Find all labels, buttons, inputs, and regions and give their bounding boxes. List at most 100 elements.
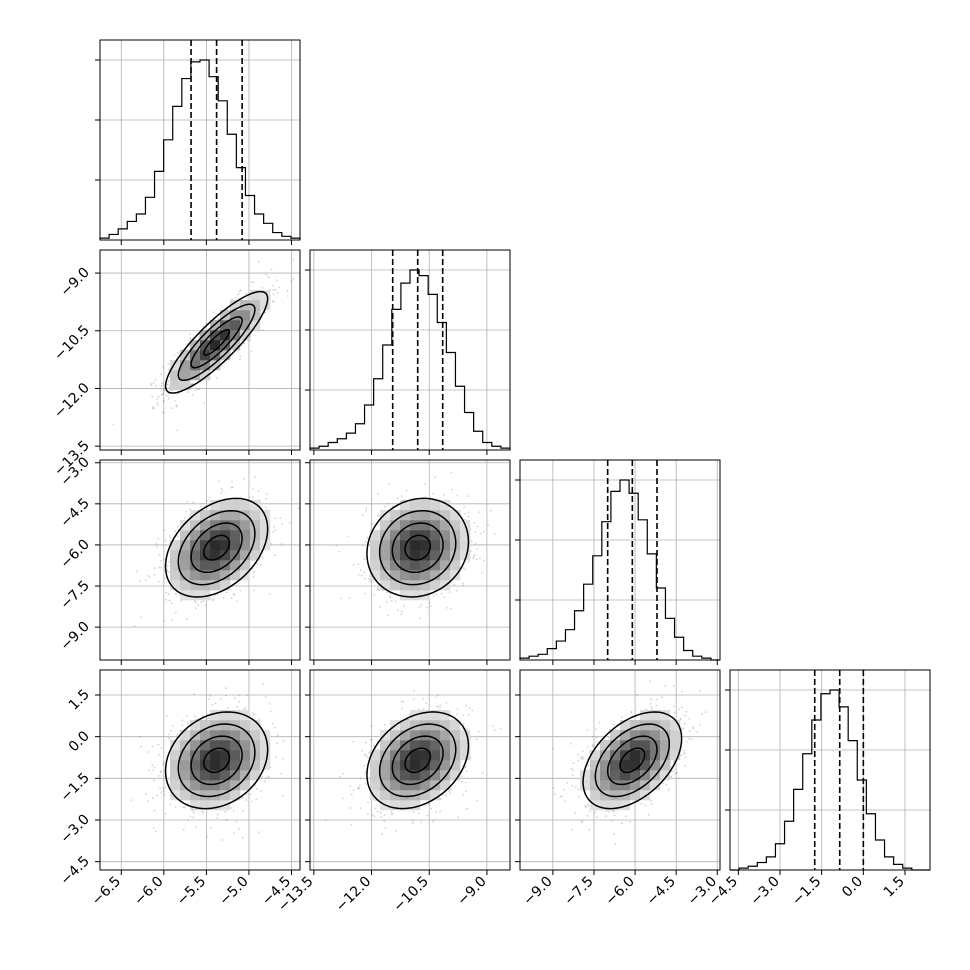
scatter-point xyxy=(250,350,253,353)
x-tick-label: −6.5 xyxy=(89,874,124,909)
density-cell xyxy=(210,350,221,361)
scatter-point xyxy=(359,807,362,809)
density-cell xyxy=(190,790,201,801)
scatter-point xyxy=(209,826,212,829)
scatter-point xyxy=(235,820,238,823)
density-cell xyxy=(220,580,231,591)
scatter-point xyxy=(242,810,244,812)
scatter-point xyxy=(169,534,171,537)
scatter-point xyxy=(437,705,439,707)
scatter-point xyxy=(494,729,496,731)
density-cell xyxy=(200,520,211,531)
scatter-point xyxy=(363,753,366,756)
scatter-point xyxy=(189,815,192,818)
density-cell xyxy=(200,540,211,551)
scatter-point xyxy=(400,613,402,616)
scatter-point xyxy=(185,618,188,620)
scatter-point xyxy=(467,713,470,716)
scatter-point xyxy=(272,531,275,533)
scatter-point xyxy=(168,599,171,602)
scatter-point xyxy=(272,293,275,296)
density-cell xyxy=(220,790,231,801)
scatter-point xyxy=(157,743,160,746)
density-cell xyxy=(190,750,201,761)
scatter-point xyxy=(187,802,189,805)
scatter-point xyxy=(160,771,162,773)
scatter-point xyxy=(224,810,227,813)
y-tick-label: −10.5 xyxy=(51,322,93,364)
density-cell xyxy=(370,570,381,581)
scatter-point xyxy=(160,384,163,387)
scatter-point xyxy=(168,737,170,739)
panel-frame xyxy=(99,39,301,241)
density-cell xyxy=(240,550,251,561)
scatter-point xyxy=(456,708,459,711)
scatter-point xyxy=(241,836,244,839)
density-cell xyxy=(180,540,191,551)
scatter-point xyxy=(148,576,151,579)
scatter-point xyxy=(456,713,459,716)
scatter-point xyxy=(466,728,468,730)
density-cell xyxy=(390,520,401,531)
density-cell xyxy=(230,770,241,781)
density-cell xyxy=(190,760,201,771)
contour-line xyxy=(190,522,243,574)
scatter-point xyxy=(160,393,163,396)
scatter-point xyxy=(225,819,227,821)
density-cell xyxy=(400,560,411,571)
scatter-point xyxy=(151,764,154,766)
scatter-point xyxy=(434,476,437,479)
scatter-point xyxy=(156,546,158,549)
histogram-step xyxy=(519,479,720,661)
scatter-point xyxy=(260,563,262,566)
scatter-point xyxy=(419,617,421,620)
scatter-point xyxy=(257,490,260,492)
scatter-point xyxy=(221,489,224,492)
scatter-point xyxy=(162,761,165,763)
scatter-point xyxy=(270,268,273,271)
scatter-point xyxy=(357,563,360,565)
panel-frame xyxy=(99,459,301,661)
density-cell xyxy=(220,540,231,551)
histogram-panel-3: −4.5 −3.0 −1.5 0.0 1.5 xyxy=(706,669,931,909)
density-cell xyxy=(200,550,211,561)
scatter-point xyxy=(342,773,345,775)
density-cell xyxy=(230,740,241,751)
density-cell xyxy=(180,350,191,361)
scatter-point xyxy=(160,791,163,794)
scatter-point xyxy=(276,291,279,294)
scatter-point xyxy=(363,571,366,573)
scatter-point xyxy=(434,696,437,699)
density-cell xyxy=(430,560,441,571)
density-cell xyxy=(180,370,191,381)
density-cell xyxy=(190,740,201,751)
density-cell xyxy=(210,340,221,351)
scatter-point xyxy=(260,312,262,315)
scatter-point xyxy=(152,769,154,772)
scatter-point xyxy=(216,817,219,819)
scatter-point xyxy=(473,554,476,556)
density-cell xyxy=(400,520,411,531)
scatter-point xyxy=(157,403,160,406)
scatter-point xyxy=(400,610,403,613)
scatter-point xyxy=(376,588,379,590)
scatter-point xyxy=(493,533,496,536)
scatter-point xyxy=(206,500,208,502)
scatter-point xyxy=(348,597,351,599)
density-cell xyxy=(210,330,221,341)
scatter-point xyxy=(250,281,253,284)
density-cell xyxy=(220,340,231,351)
scatter-point xyxy=(455,589,458,592)
density-cell xyxy=(240,520,251,531)
density-cell xyxy=(210,740,221,751)
density-cell xyxy=(210,530,221,541)
scatter-point xyxy=(265,273,267,276)
scatter-point xyxy=(335,544,338,547)
scatter-point xyxy=(182,828,185,831)
scatter-point xyxy=(191,394,194,397)
histogram-panel-1 xyxy=(305,249,511,455)
scatter-point xyxy=(402,701,404,703)
density-cell xyxy=(240,750,251,761)
scatter-point xyxy=(161,393,164,396)
density-cell xyxy=(220,750,231,761)
